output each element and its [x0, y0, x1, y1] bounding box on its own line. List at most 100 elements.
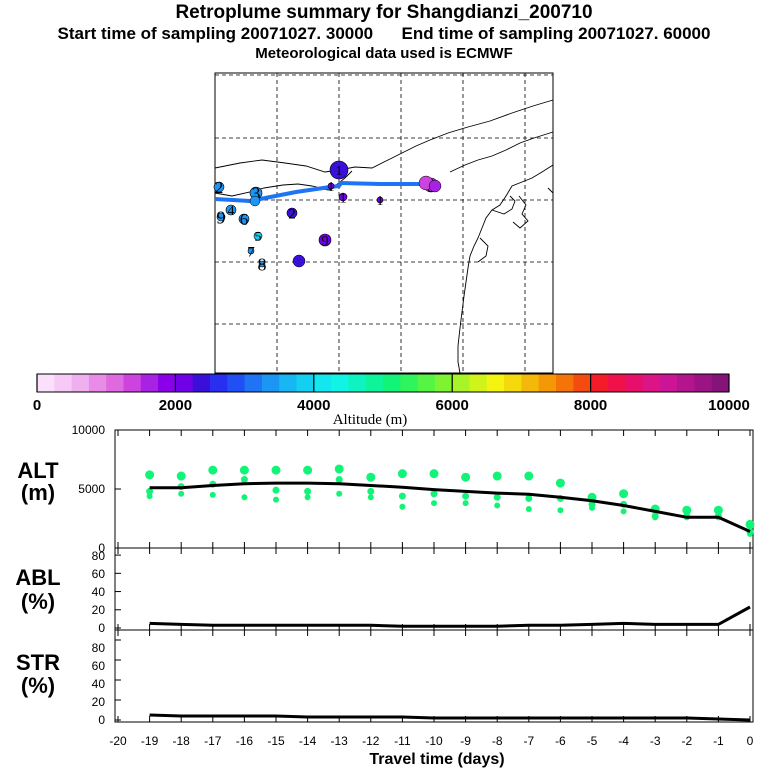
x-tick-label: -16 [236, 734, 254, 748]
plume-marker-label: 9 [217, 207, 226, 227]
plume-marker [213, 181, 225, 193]
alt-scatter-point [461, 472, 471, 482]
plume-marker-label: 1 [377, 194, 384, 209]
alt-scatter-point [462, 492, 470, 500]
altitude-colorbar: 0 2000 4000 6000 8000 10000 Altitude (m) [33, 373, 750, 428]
colorbar-cell [573, 374, 591, 392]
abl-ytick-0: 0 [98, 621, 105, 635]
abl-ytick-40: 40 [92, 585, 106, 599]
abl-ytick-20: 20 [92, 603, 106, 617]
alt-scatter-point [367, 494, 374, 501]
abl-panel-unit: (%) [21, 589, 55, 614]
plume-marker-label: 3 [252, 183, 261, 203]
colorbar-cell [365, 374, 384, 392]
alt-scatter-points [145, 464, 755, 537]
colorbar-cell [175, 374, 194, 392]
plume-marker [286, 207, 298, 219]
alt-scatter-point [713, 505, 723, 515]
colorbar-cell [711, 374, 730, 392]
alt-scatter-point [240, 476, 248, 484]
colorbar-cell [434, 374, 453, 392]
alt-scatter-point [430, 490, 438, 498]
x-tick-label: -14 [299, 734, 317, 748]
plume-marker-label: 1 [339, 190, 347, 206]
alt-scatter-point [652, 514, 659, 521]
colorbar-cell [244, 374, 263, 392]
str-ytick-40: 40 [92, 677, 106, 691]
alt-scatter-point [431, 500, 437, 507]
x-tick-label: -15 [267, 734, 285, 748]
plume-marker [376, 196, 384, 204]
met-data-label: Meteorological data used is ECMWF [255, 45, 513, 62]
plume-marker-label: 5 [255, 230, 262, 245]
colorbar-cell [261, 374, 280, 392]
x-tick-label: -17 [204, 734, 222, 748]
colorbar-cell [607, 374, 626, 392]
colorbar-cell [590, 374, 609, 392]
alt-scatter-point [620, 508, 627, 515]
colorbar-cell [123, 374, 142, 392]
colorbar-cell [383, 374, 401, 392]
alt-panel-unit: (m) [21, 480, 55, 505]
x-tick-label: -8 [492, 734, 503, 748]
alt-scatter-point [273, 496, 279, 503]
colorbar-cell [140, 374, 159, 392]
alt-scatter-point [304, 487, 312, 495]
alt-scatter-point [524, 471, 534, 481]
alt-scatter-point [208, 465, 218, 475]
alt-scatter-point [397, 469, 407, 479]
alt-scatter-point [335, 476, 343, 484]
plume-marker [225, 204, 237, 216]
alt-scatter-point [272, 486, 280, 494]
colorbar-cell [521, 374, 540, 392]
colorbar-label: Altitude (m) [333, 412, 408, 428]
colorbar-tick-label: 8000 [574, 397, 607, 414]
time-series-panels: ALT (m) ABL (%) STR (%) 10000 5000 0 80 … [15, 423, 755, 768]
str-ytick-20: 20 [92, 695, 106, 709]
plume-marker-label: 7 [247, 244, 255, 260]
plume-marker [216, 212, 226, 222]
plume-marker-label: 1 [328, 180, 335, 195]
colorbar-tick-label: 0 [33, 397, 41, 414]
alt-scatter-point [304, 494, 311, 501]
str-line [149, 713, 751, 722]
str-panel-label: STR [16, 650, 60, 675]
x-tick-label: -12 [362, 734, 380, 748]
abl-panel-frame [114, 547, 754, 631]
plume-marker-label: 6 [240, 210, 249, 229]
chart-title: Retroplume summary for Shangdianzi_20071… [175, 2, 593, 23]
str-ytick-60: 60 [92, 659, 106, 673]
abl-line [149, 605, 751, 628]
plume-marker-label: 8 [258, 254, 267, 274]
alt-scatter-point [494, 502, 501, 509]
x-tick-label: -3 [650, 734, 661, 748]
x-tick-label: -20 [109, 734, 127, 748]
alt-scatter-point [178, 490, 185, 497]
colorbar-cell [158, 374, 176, 392]
colorbar-cell [469, 374, 488, 392]
plume-marker-label: 1 [336, 164, 343, 179]
colorbar-cell [296, 374, 315, 392]
colorbar-cell [417, 374, 436, 392]
colorbar-cell [192, 374, 211, 392]
plume-marker [329, 160, 349, 180]
sampling-time-line: Start time of sampling 20071027. 30000 E… [0, 24, 768, 44]
alt-scatter-point [271, 465, 281, 475]
x-axis-ticks: -20 -19 -18 -17 -16 -15 -14 -13 -12 -11 -10 -9 -8 -7-… [109, 430, 754, 748]
plume-marker [292, 254, 306, 268]
x-tick-label: -6 [555, 734, 566, 748]
abl-ytick-60: 60 [92, 567, 106, 581]
colorbar-cell [88, 374, 107, 392]
x-tick-label: -2 [681, 734, 692, 748]
alt-scatter-point [239, 465, 249, 475]
plume-marker [238, 213, 250, 225]
colorbar-cell [642, 374, 661, 392]
plume-marker [249, 195, 261, 207]
str-ytick-0: 0 [98, 713, 105, 727]
alt-scatter-point [525, 494, 533, 502]
colorbar-cell [556, 374, 574, 392]
alt-scatter-point [429, 469, 439, 479]
x-tick-label: -19 [141, 734, 159, 748]
colorbar-cell [313, 374, 332, 392]
